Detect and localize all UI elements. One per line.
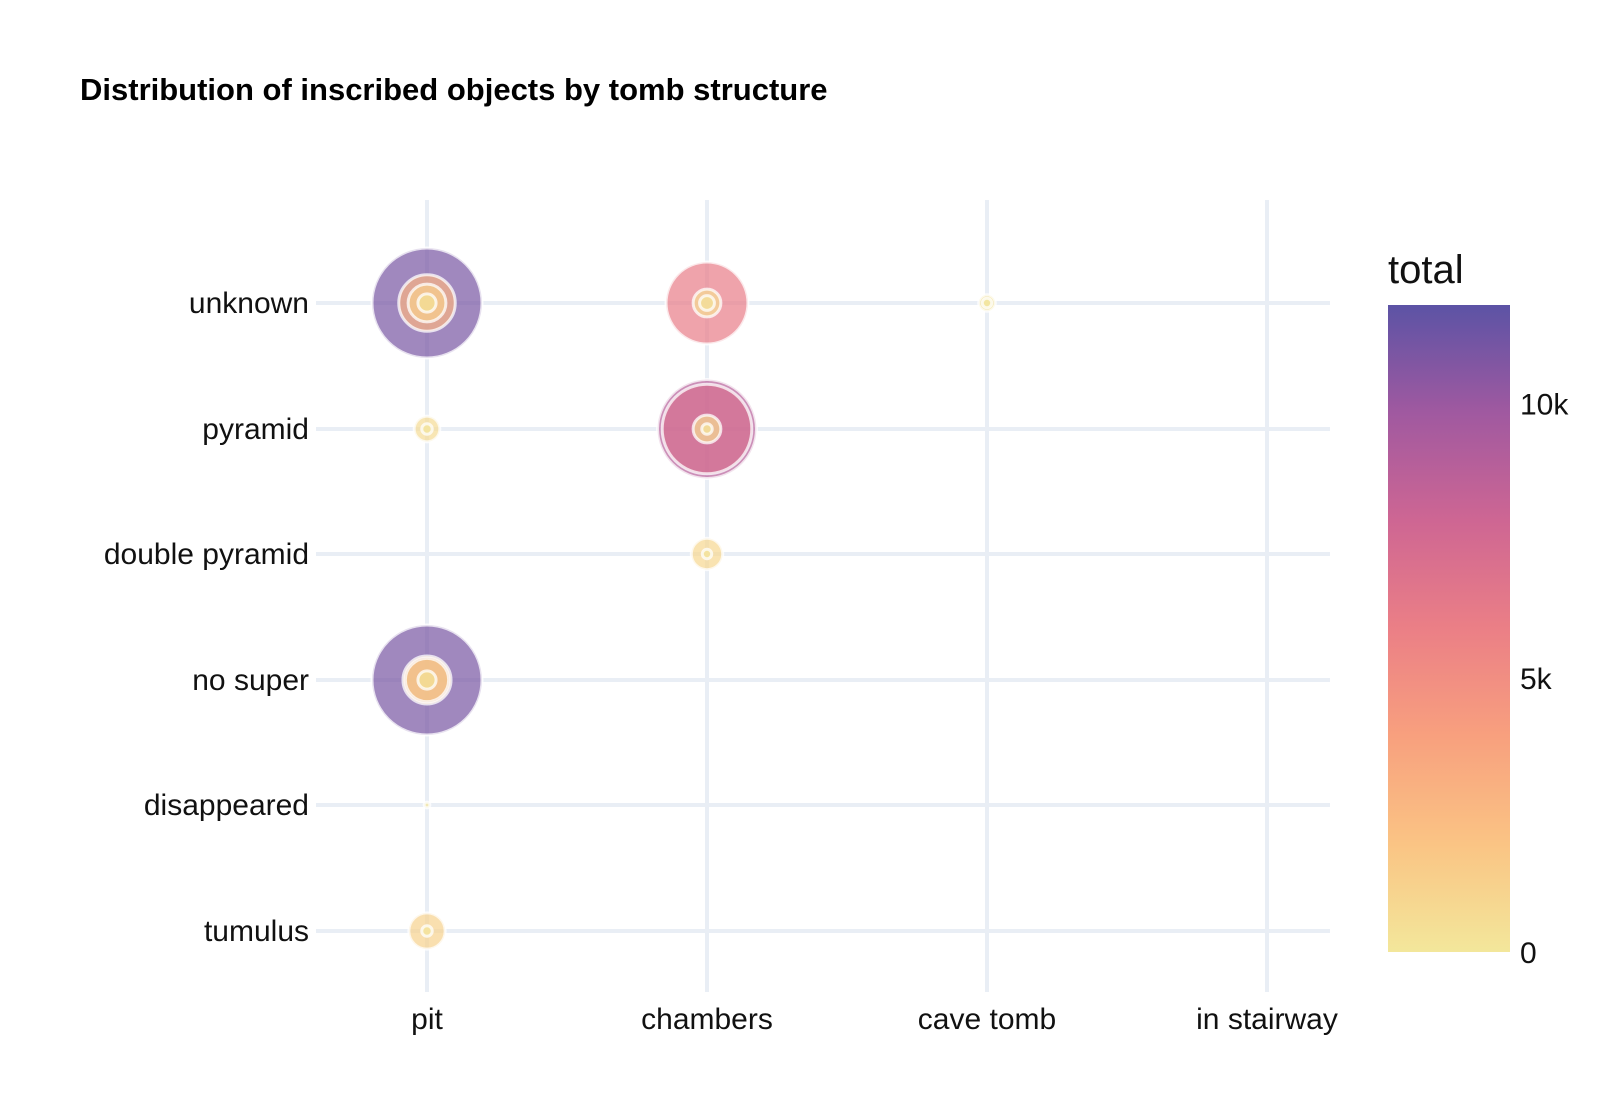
chart-title: Distribution of inscribed objects by tom… (80, 72, 828, 107)
colorbar-tick-label: 10k (1520, 389, 1569, 422)
bubble-marker (422, 800, 432, 810)
bubble-group-chambers-unknown (664, 260, 750, 346)
x-tick-label: in stairway (1196, 1003, 1338, 1036)
y-axis: unknown pyramid double pyramid no super disa… (104, 287, 309, 948)
colorbar-gradient (1388, 305, 1510, 952)
bubble-marker (416, 292, 438, 314)
colorbar-ticks: 0 5k 10k (1520, 389, 1569, 970)
bubble-marker (700, 547, 714, 561)
colorbar-title: total (1388, 248, 1464, 292)
colorbar-tick-label: 5k (1520, 663, 1553, 696)
bubble-marker (420, 924, 434, 938)
x-tick-label: pit (411, 1003, 443, 1036)
bubble-marker (420, 422, 434, 436)
colorbar-legend: total 0 5k 10k (1388, 248, 1569, 970)
bubble-group-chambers-double-pyramid (689, 536, 725, 572)
bubble-marker (416, 669, 438, 691)
colorbar-tick-label: 0 (1520, 937, 1537, 970)
y-tick-label: no super (192, 664, 309, 697)
bubble-group-pit-unknown (370, 246, 484, 360)
bubble-marker (980, 296, 994, 310)
bubble-group-chambers-pyramid (656, 378, 758, 480)
y-tick-label: disappeared (144, 789, 309, 822)
y-tick-label: pyramid (202, 413, 309, 446)
y-tick-label: unknown (189, 287, 309, 320)
y-tick-label: tumulus (204, 915, 309, 948)
bubble-group-pit-no-super (370, 623, 484, 737)
bubble-layer (370, 246, 997, 951)
bubble-group-pit-disappeared (422, 800, 432, 810)
bubble-group-pit-tumulus (407, 911, 447, 951)
bubble-marker (698, 294, 716, 312)
bubble-group-cave-tomb-unknown (977, 293, 997, 313)
bubble-marker (700, 422, 714, 436)
y-tick-label: double pyramid (104, 538, 309, 571)
bubble-group-pit-pyramid (412, 414, 442, 444)
x-axis: pit chambers cave tomb in stairway (411, 1003, 1338, 1036)
x-tick-label: chambers (641, 1003, 773, 1036)
x-tick-label: cave tomb (918, 1003, 1056, 1036)
